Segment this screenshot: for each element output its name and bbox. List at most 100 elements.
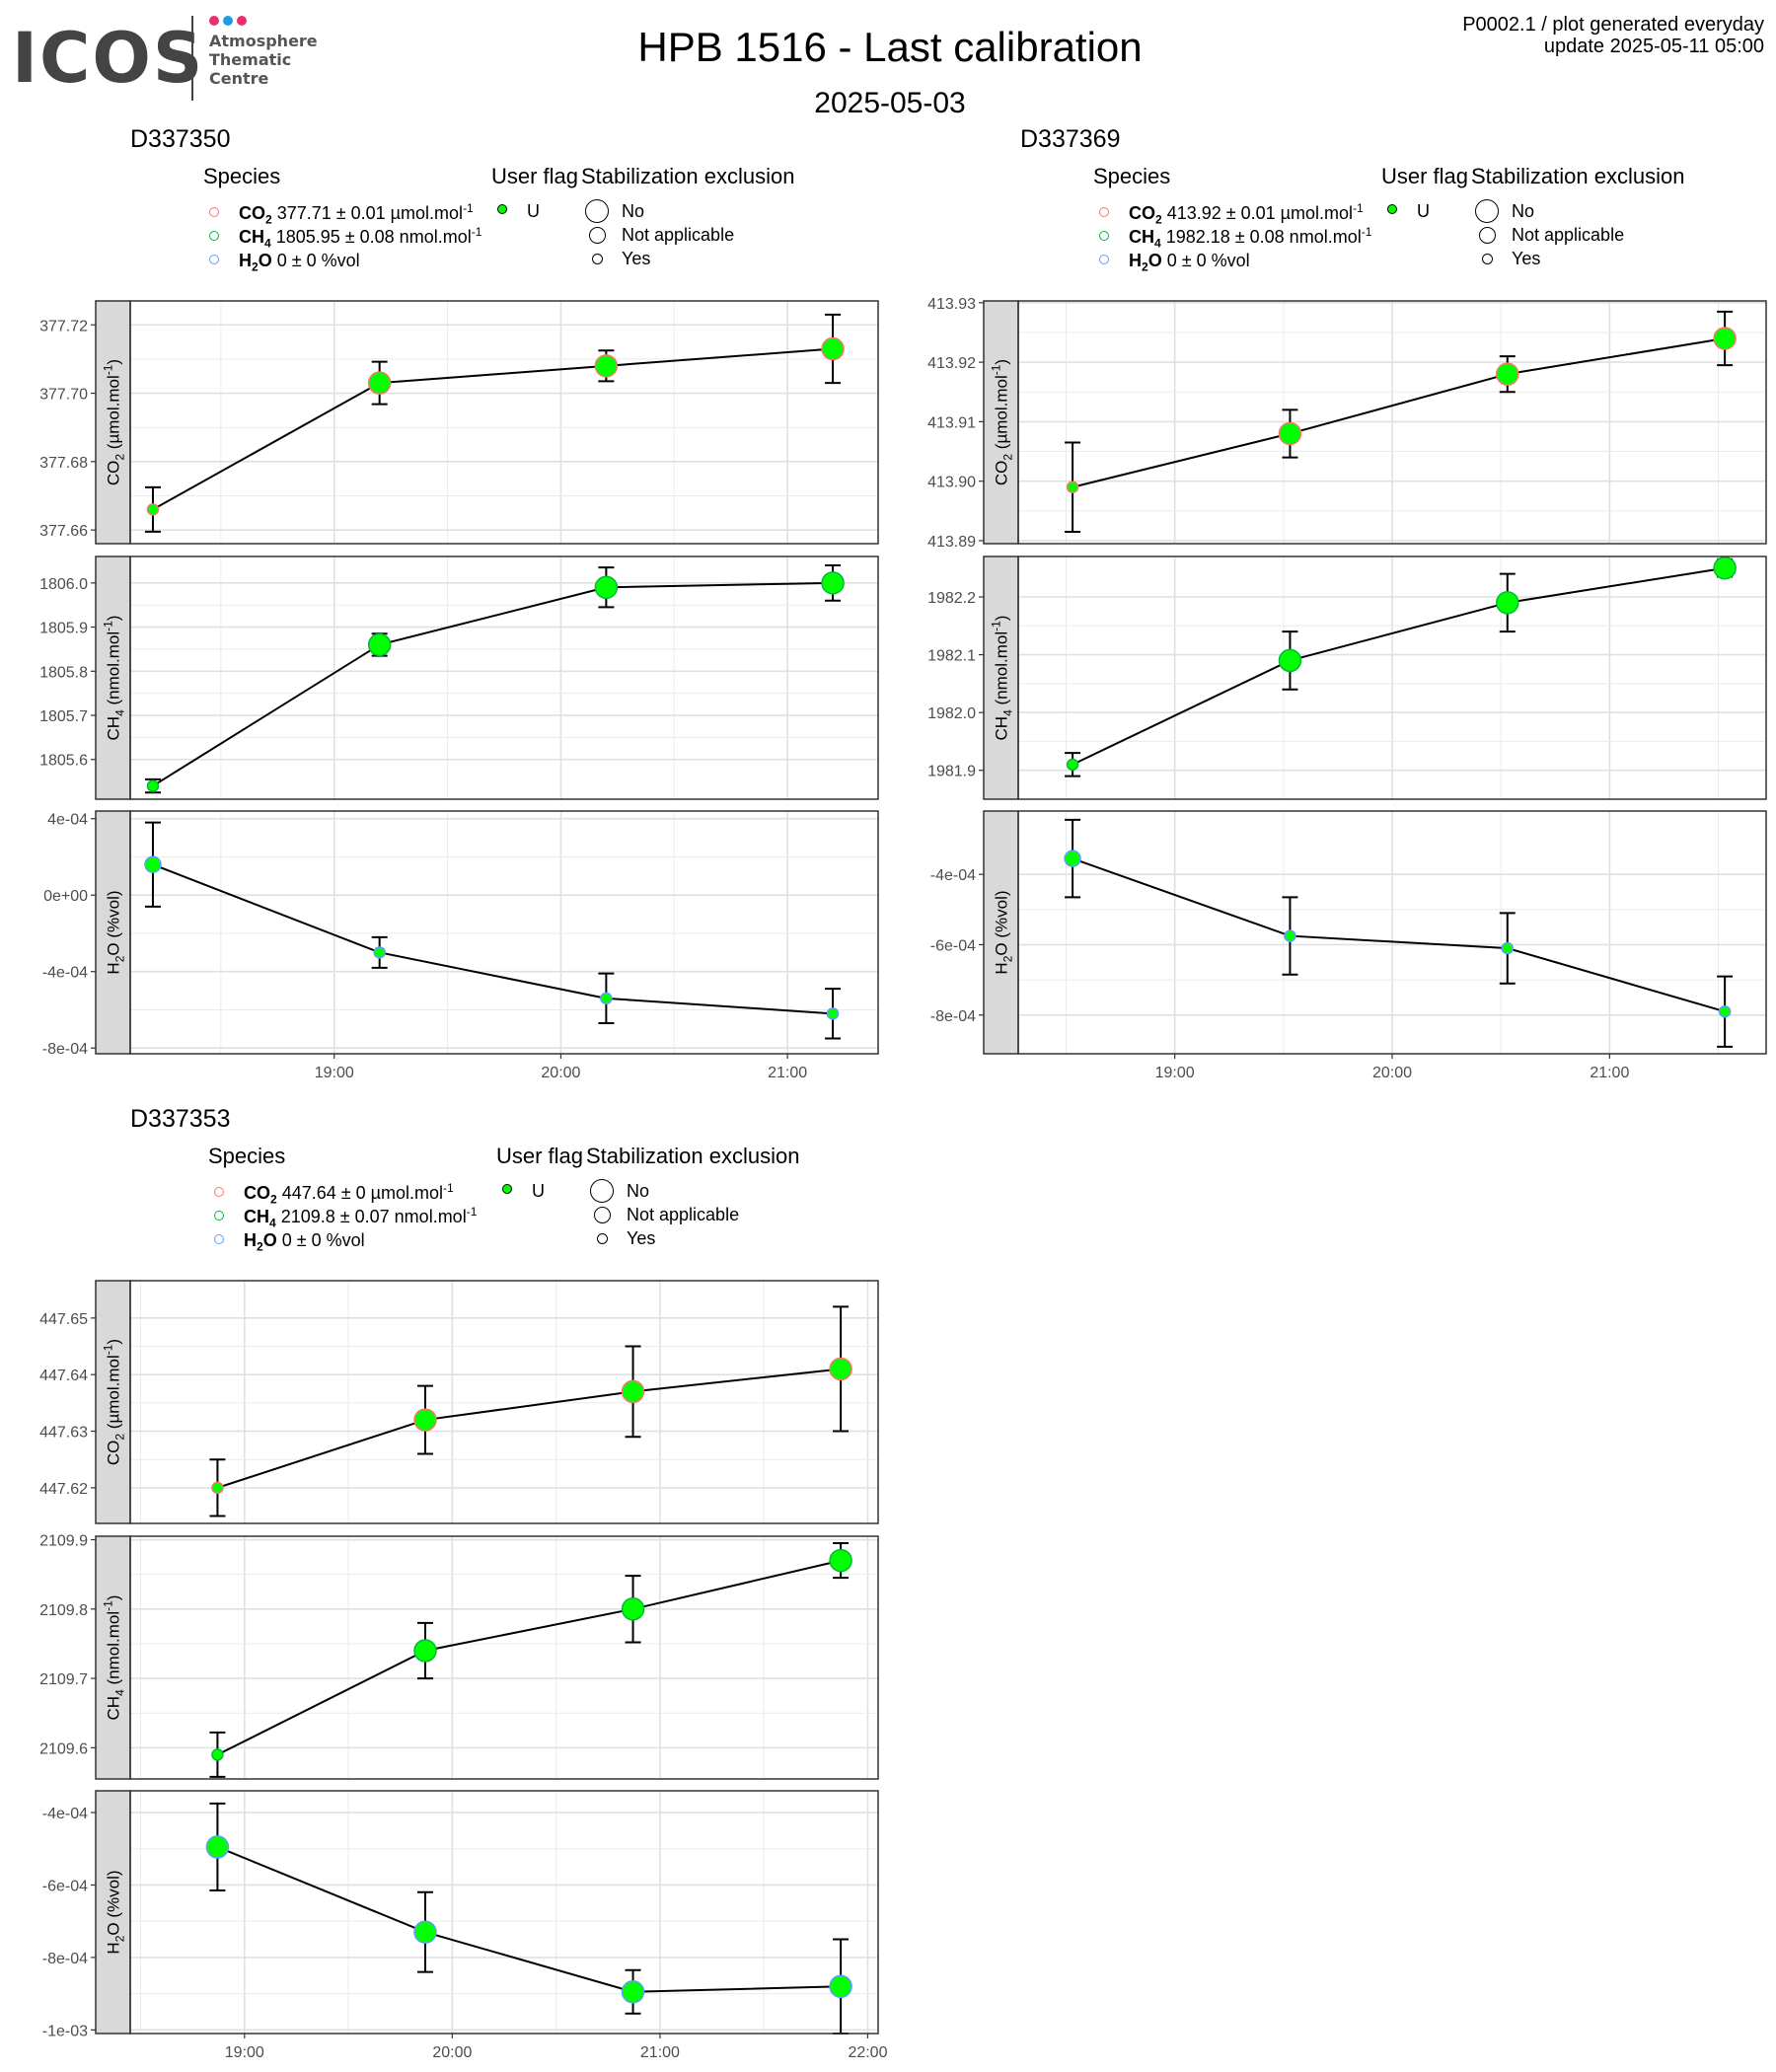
legend-user-flag-key-icon bbox=[1387, 204, 1397, 214]
x-tick-label: 21:00 bbox=[1590, 1065, 1629, 1080]
legend-user-flag-value: U bbox=[532, 1181, 545, 1201]
legend-d337350: Species User flag Stabilization exclusion C… bbox=[203, 164, 835, 282]
facet-1: CH4 (nmol.mol-1) 1805.6 1805.7 1805.8 1805.9… bbox=[39, 555, 879, 800]
y-tick-label: -1e-03 bbox=[42, 2023, 88, 2039]
y-tick-label: 1806.0 bbox=[39, 576, 88, 593]
facet-border bbox=[1017, 300, 1767, 545]
data-point bbox=[1496, 591, 1519, 615]
series-line bbox=[152, 581, 834, 787]
legend-species-entry: CO2 447.64 ± 0 µmol.mol-1 bbox=[244, 1181, 454, 1207]
data-point bbox=[1066, 758, 1079, 772]
x-tick-label: 21:00 bbox=[768, 1065, 807, 1080]
legend-d337369: Species User flag Stabilization exclusion C… bbox=[1093, 164, 1725, 282]
data-point bbox=[146, 503, 160, 516]
data-point bbox=[621, 1379, 645, 1404]
facet-strip-label: CO2 (µmol.mol-1) bbox=[990, 359, 1015, 485]
y-tick-label: -4e-04 bbox=[930, 867, 976, 884]
facet-border bbox=[129, 555, 879, 800]
legend-user-flag-value: U bbox=[1417, 201, 1430, 221]
data-point bbox=[621, 1980, 645, 2004]
legend-species-heading: Species bbox=[203, 164, 281, 188]
legend-species-heading: Species bbox=[1093, 164, 1171, 188]
y-tick-label: 447.65 bbox=[39, 1311, 88, 1328]
legend-species-entry: CH4 1982.18 ± 0.08 nmol.mol-1 bbox=[1129, 225, 1372, 251]
facet-strip bbox=[95, 1790, 131, 2035]
facet-strip-label: CO2 (µmol.mol-1) bbox=[102, 1339, 127, 1465]
data-point bbox=[413, 1920, 437, 1944]
data-point bbox=[594, 575, 619, 600]
facet-strip bbox=[983, 810, 1019, 1055]
y-tick-label: 1805.8 bbox=[39, 664, 88, 681]
data-point bbox=[594, 354, 619, 378]
y-tick-label: 377.72 bbox=[39, 318, 88, 334]
x-tick-label: 20:00 bbox=[432, 2044, 472, 2061]
legend-species-entry: H2O 0 ± 0 %vol bbox=[239, 251, 360, 274]
y-tick-label: 413.91 bbox=[927, 414, 976, 431]
data-point bbox=[600, 992, 613, 1005]
facet-strip bbox=[95, 1280, 131, 1524]
plot-d337369: CO2 (µmol.mol-1) 413.89 413.90 413.91 413.92… bbox=[927, 296, 1767, 1080]
series-line bbox=[1072, 566, 1726, 766]
logo-dots bbox=[209, 16, 268, 28]
x-tick-label: 21:00 bbox=[640, 2044, 680, 2061]
legend-user-flag-heading: User flag bbox=[496, 1144, 584, 1168]
facet-border bbox=[129, 1535, 879, 1780]
panel-title-d337353: D337353 bbox=[130, 1105, 231, 1133]
series-line bbox=[152, 863, 834, 1015]
legend-stab-key-icon bbox=[1478, 226, 1496, 244]
legend-species-heading: Species bbox=[208, 1144, 286, 1168]
y-tick-label: 413.92 bbox=[927, 355, 976, 372]
legend-species-entry: CH4 1805.95 ± 0.08 nmol.mol-1 bbox=[239, 225, 482, 251]
calibration-date: 2025-05-03 bbox=[814, 87, 966, 119]
data-point bbox=[621, 1597, 645, 1621]
data-point bbox=[1284, 929, 1296, 942]
data-point bbox=[367, 371, 392, 395]
data-point bbox=[821, 571, 845, 595]
y-tick-label: 377.68 bbox=[39, 455, 88, 472]
y-tick-label: 1982.1 bbox=[927, 648, 976, 665]
series-line bbox=[1072, 857, 1726, 1013]
y-tick-label: 1805.6 bbox=[39, 753, 88, 770]
x-tick-label: 22:00 bbox=[848, 2044, 887, 2061]
data-point bbox=[211, 1481, 224, 1495]
data-point bbox=[1278, 421, 1302, 446]
data-point bbox=[1064, 850, 1081, 867]
data-point bbox=[829, 1357, 852, 1381]
data-point bbox=[1278, 648, 1302, 673]
data-point bbox=[413, 1408, 437, 1432]
facet-0: CO2 (µmol.mol-1) 447.62 447.63 447.64 447.65 bbox=[39, 1280, 879, 1524]
facet-2: H2O (%vol) -8e-04 -4e-04 0e+00 4e-04 bbox=[42, 810, 879, 1058]
y-tick-label: -6e-04 bbox=[42, 1878, 88, 1894]
data-point bbox=[1713, 555, 1737, 580]
data-point bbox=[821, 336, 845, 361]
legend-user-flag-value: U bbox=[527, 201, 540, 221]
y-tick-label: 1982.2 bbox=[927, 590, 976, 607]
y-tick-label: -6e-04 bbox=[930, 937, 976, 954]
x-tick-label: 19:00 bbox=[1155, 1065, 1195, 1080]
legend-stab-key-icon bbox=[1475, 199, 1499, 223]
y-tick-label: -8e-04 bbox=[42, 1951, 88, 1967]
icos-logo: ICOS bbox=[12, 18, 205, 99]
legend-species-key-icon bbox=[1099, 231, 1109, 241]
legend-user-flag-key-icon bbox=[497, 204, 507, 214]
legend-species-key-icon bbox=[1099, 255, 1109, 264]
panel-title-d337350: D337350 bbox=[130, 125, 231, 153]
legend-species-key-icon bbox=[209, 231, 219, 241]
facet-strip bbox=[983, 300, 1019, 545]
legend-stab-key-icon bbox=[585, 199, 609, 223]
legend-stab-value: Not applicable bbox=[627, 1205, 740, 1224]
facet-border bbox=[129, 1790, 879, 2035]
facet-0: CO2 (µmol.mol-1) 413.89 413.90 413.91 413.92… bbox=[927, 296, 1767, 551]
facet-strip-label: CH4 (nmol.mol-1) bbox=[990, 616, 1015, 741]
data-point bbox=[144, 855, 162, 873]
legend-stab-value: No bbox=[1512, 201, 1535, 221]
facet-border bbox=[129, 1280, 879, 1524]
y-tick-label: -8e-04 bbox=[930, 1008, 976, 1025]
data-point bbox=[211, 1748, 224, 1761]
legend-stab-value: Yes bbox=[622, 249, 651, 268]
y-tick-label: 2109.7 bbox=[39, 1671, 88, 1688]
y-tick-label: 0e+00 bbox=[43, 888, 88, 905]
y-tick-label: 447.62 bbox=[39, 1481, 88, 1498]
legend-stab-key-icon bbox=[590, 1179, 614, 1203]
y-tick-label: 2109.6 bbox=[39, 1740, 88, 1757]
